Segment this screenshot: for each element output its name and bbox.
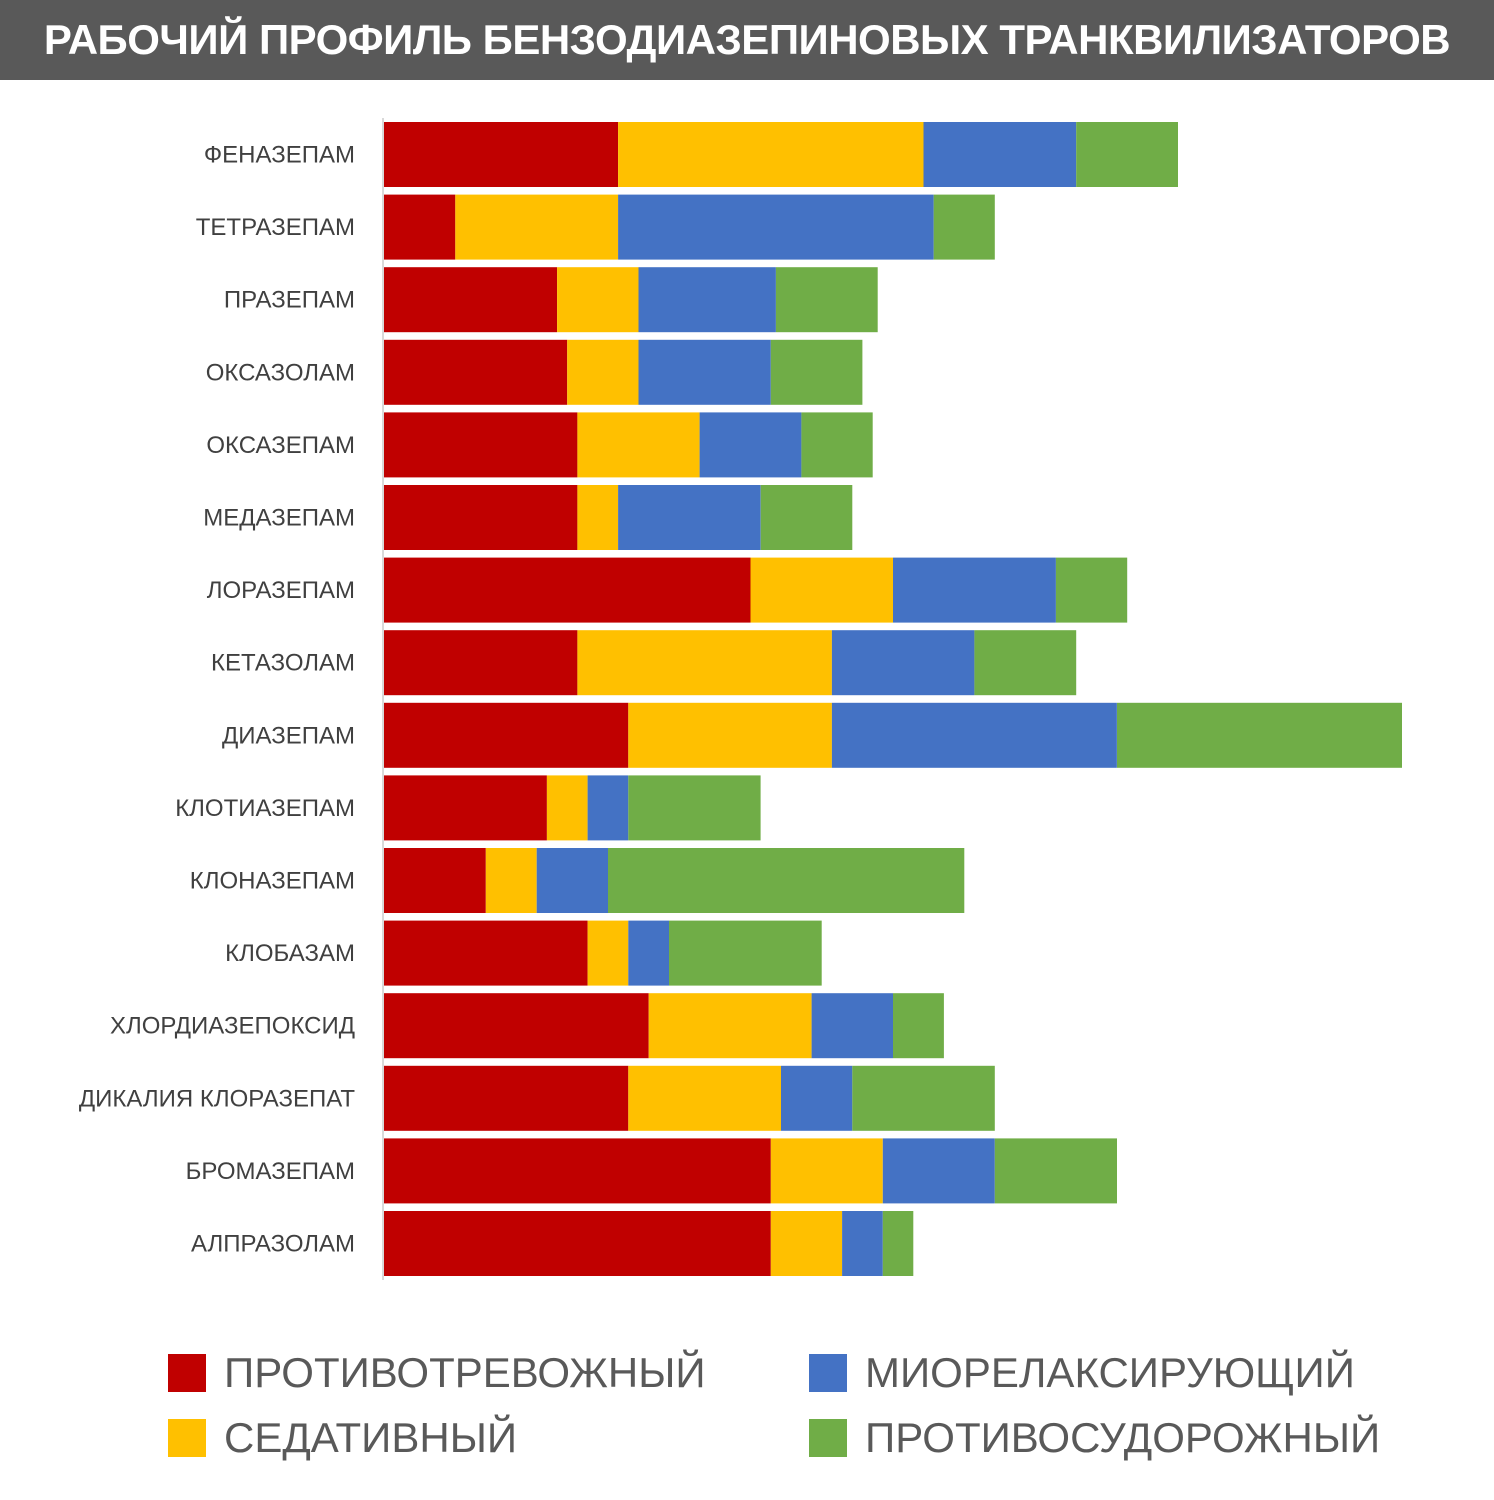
category-label: ОКСАЗОЛАМ <box>206 359 355 386</box>
bar-segment <box>546 775 588 841</box>
bar-segment <box>781 1065 853 1131</box>
bar-segment <box>1055 557 1128 623</box>
bar-segment <box>384 412 578 478</box>
legend-label-muscle-relaxant: МИОРЕЛАКСИРУЮЩИЙ <box>865 1349 1355 1396</box>
legend-item-anxiolytic: ПРОТИВОТРЕВОЖНЫЙ <box>168 1343 706 1403</box>
bar-segment <box>628 1065 781 1131</box>
bar-segment <box>1117 702 1402 768</box>
bar-segment <box>384 122 619 187</box>
bar-segment <box>567 339 639 405</box>
bar-segment <box>770 1211 843 1276</box>
bar-segment <box>831 702 1117 768</box>
bar-segment <box>384 339 568 405</box>
category-label: КЛОНАЗЕПАМ <box>190 868 355 895</box>
bar-segment <box>882 1138 995 1204</box>
bar-segment <box>770 1138 883 1204</box>
bar-segment <box>384 1065 629 1131</box>
legend-swatch-anxiolytic <box>168 1354 206 1392</box>
bar-segment <box>384 993 649 1059</box>
bar-segment <box>842 1211 883 1276</box>
legend: ПРОТИВОТРЕВОЖНЫЙ СЕДАТИВНЫЙ МИОРЕЛАКСИРУ… <box>0 1335 1494 1485</box>
legend-item-muscle-relaxant: МИОРЕЛАКСИРУЮЩИЙ <box>809 1343 1355 1403</box>
bar-segment <box>384 1138 771 1204</box>
category-label: КЛОБАЗАМ <box>225 940 355 967</box>
bar-segment <box>893 557 1056 623</box>
category-label: АЛПРАЗОЛАМ <box>191 1231 355 1258</box>
legend-item-sedative: СЕДАТИВНЫЙ <box>168 1408 517 1468</box>
legend-swatch-sedative <box>168 1419 206 1457</box>
bar-segment <box>587 920 629 986</box>
bar-segment <box>638 267 776 333</box>
bar-segment <box>587 775 629 841</box>
bar-segment <box>557 267 639 333</box>
stacked-bar-chart: ФЕНАЗЕПАМ ТЕТРАЗЕПАМ ПРАЗЕПАМ ОКСАЗОЛАМ ОКСА… <box>79 118 1402 1280</box>
bar-segment <box>384 702 629 768</box>
bar-segment <box>923 122 1077 187</box>
bar-segment <box>893 993 944 1059</box>
bar-segment <box>770 339 863 405</box>
bar-segment <box>974 630 1077 696</box>
legend-label-anxiolytic: ПРОТИВОТРЕВОЖНЫЙ <box>224 1349 706 1396</box>
chart-title: РАБОЧИЙ ПРОФИЛЬ БЕНЗОДИАЗЕПИНОВЫХ ТРАНКВ… <box>43 16 1451 63</box>
bar-segment <box>384 267 558 333</box>
bar-segment <box>384 848 486 913</box>
legend-label-sedative: СЕДАТИВНЫЙ <box>224 1414 518 1461</box>
bar-segment <box>384 920 588 986</box>
category-label: ПРАЗЕПАМ <box>224 287 355 314</box>
title-bar: РАБОЧИЙ ПРОФИЛЬ БЕНЗОДИАЗЕПИНОВЫХ ТРАНКВ… <box>0 0 1494 80</box>
bar-segment <box>1076 122 1178 187</box>
legend-swatch-muscle-relaxant <box>809 1354 847 1392</box>
bar-segment <box>628 702 832 768</box>
bar-segment <box>994 1138 1117 1204</box>
legend-swatch-anticonvulsant <box>809 1419 847 1457</box>
bar-segment <box>648 993 812 1059</box>
bar-segment <box>775 267 878 333</box>
category-label: ФЕНАЗЕПАМ <box>204 142 355 169</box>
bar-segment <box>577 630 832 696</box>
category-label: ОКСАЗЕПАМ <box>206 432 355 459</box>
category-label: ХЛОРДИАЗЕПОКСИД <box>110 1013 355 1040</box>
category-label: ДИКАЛИЯ КЛОРАЗЕПАТ <box>79 1085 355 1112</box>
bar-segment <box>669 920 822 986</box>
bar-segment <box>384 1211 771 1276</box>
bar-segment <box>618 122 924 187</box>
bar-segment <box>455 194 619 260</box>
bar-segment <box>811 993 893 1059</box>
category-label: МЕДАЗЕПАМ <box>203 505 355 532</box>
category-label: КЛОТИАЗЕПАМ <box>175 795 355 822</box>
bar-segment <box>852 1065 995 1131</box>
bar-segment <box>699 412 802 478</box>
bar-segment <box>618 194 934 260</box>
bar-segment <box>801 412 873 478</box>
category-label: ДИАЗЕПАМ <box>222 722 355 749</box>
legend-label-anticonvulsant: ПРОТИВОСУДОРОЖНЫЙ <box>865 1414 1381 1461</box>
bar-segment <box>750 557 893 623</box>
bar-segment <box>831 630 975 696</box>
bar-segment <box>384 775 547 841</box>
bar-segment <box>384 630 578 696</box>
legend-item-anticonvulsant: ПРОТИВОСУДОРОЖНЫЙ <box>809 1408 1380 1468</box>
category-label: КЕТАЗОЛАМ <box>211 650 355 677</box>
bar-segment <box>577 412 700 478</box>
bar-segment <box>577 485 619 550</box>
bar-segment <box>485 848 537 913</box>
category-label: БРОМАЗЕПАМ <box>186 1158 355 1185</box>
bar-segment <box>608 848 965 913</box>
bar-segment <box>384 485 578 550</box>
bar-segment <box>638 339 771 405</box>
bar-segment <box>882 1211 914 1276</box>
category-label: ТЕТРАЗЕПАМ <box>196 214 355 241</box>
bar-segment <box>536 848 608 913</box>
bar-segment <box>618 485 761 550</box>
bar-segment <box>384 557 751 623</box>
category-label: ЛОРАЗЕПАМ <box>207 577 355 604</box>
bar-segment <box>628 775 761 841</box>
bar-segment <box>384 194 456 260</box>
bar-segment <box>628 920 669 986</box>
bar-segment <box>760 485 853 550</box>
bar-segment <box>933 194 995 260</box>
